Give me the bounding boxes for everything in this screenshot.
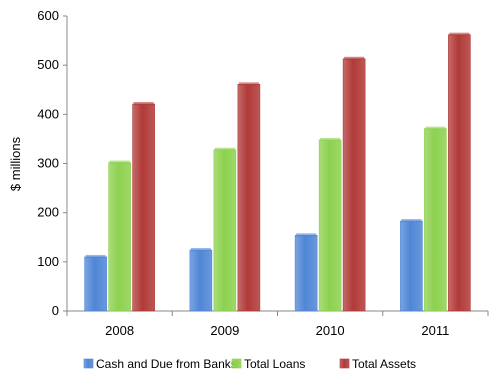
y-tick-label: 100 <box>37 254 59 269</box>
bar-top-bevel <box>238 82 259 86</box>
y-axis: 0 100 200 300 400 500 600 <box>37 8 68 318</box>
bar-total-loans-2011 <box>424 128 447 312</box>
bar-top-bevel <box>109 160 130 164</box>
y-tick-label: 600 <box>37 8 59 23</box>
y-tick-label: 400 <box>37 106 59 121</box>
x-axis: 2008 2009 2010 2011 <box>66 310 489 338</box>
bar-total-assets-2010 <box>342 58 366 312</box>
bars <box>84 32 471 312</box>
y-axis-title: $ millions <box>8 136 23 191</box>
legend-label: Total Assets <box>352 357 416 371</box>
bar-total-assets-2008 <box>132 103 155 312</box>
bar-top-bevel <box>85 254 106 258</box>
x-tick-label: 2008 <box>105 323 134 338</box>
bar-top-bevel <box>133 102 154 106</box>
bar-total-assets-2011 <box>448 34 471 312</box>
bar-top-bevel <box>425 126 446 130</box>
bar-top-bevel <box>214 147 235 151</box>
y-tick-label: 300 <box>37 156 59 171</box>
legend-swatch <box>83 358 94 369</box>
legend-label: Cash and Due from Banks <box>96 357 237 371</box>
bar-top-bevel <box>401 219 422 223</box>
bar-cash-and-due-from-banks-2011 <box>400 220 423 312</box>
legend-label: Total Loans <box>244 357 305 371</box>
bar-total-assets-2009 <box>237 84 261 312</box>
bar-cash-and-due-from-banks-2009 <box>189 249 213 312</box>
y-tick-label: 0 <box>52 303 59 318</box>
bar-total-loans-2010 <box>318 139 342 312</box>
bar-total-loans-2009 <box>213 149 237 312</box>
bar-top-bevel <box>320 137 341 141</box>
bar-top-bevel <box>449 32 470 36</box>
x-tick-label: 2010 <box>316 323 345 338</box>
x-tick-label: 2011 <box>421 323 449 338</box>
bar-cash-and-due-from-banks-2008 <box>84 256 107 312</box>
y-tick-label: 200 <box>37 205 59 220</box>
x-tick-label: 2009 <box>210 323 239 338</box>
y-tick-label: 500 <box>37 57 59 72</box>
bar-total-loans-2008 <box>108 162 131 312</box>
bar-cash-and-due-from-banks-2010 <box>294 234 318 312</box>
legend-swatch <box>339 358 350 369</box>
bar-top-bevel <box>296 233 317 237</box>
legend-swatch <box>231 358 242 369</box>
bar-top-bevel <box>344 56 365 60</box>
legend: Cash and Due from Banks Total Loans Total … <box>83 357 416 371</box>
bar-top-bevel <box>190 248 211 252</box>
